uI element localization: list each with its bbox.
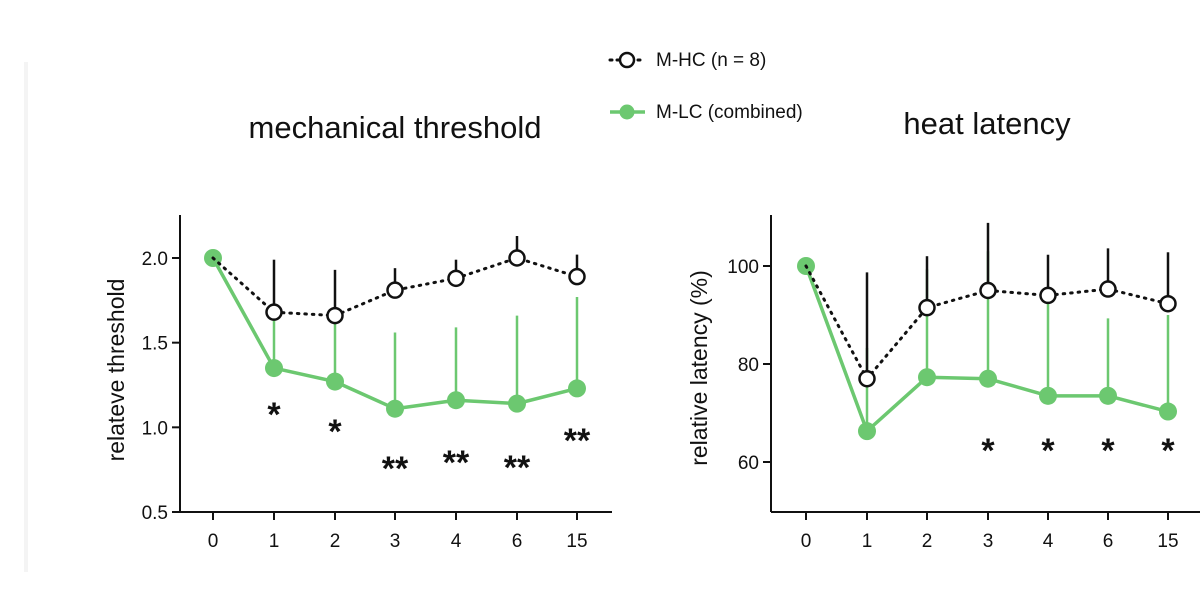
- chart1-significance-mark: **: [504, 449, 531, 487]
- chart1-mhc-point: [568, 267, 586, 286]
- chart2-xtick-label: 0: [801, 531, 812, 552]
- chart2-plot: 60 80 100 0 1 2 3 4 6 15 * * * *: [727, 215, 1200, 552]
- chart2-mlc-point: [1039, 386, 1057, 405]
- chart2-significance-mark: *: [1041, 432, 1055, 470]
- chart2-mlc-point: [979, 369, 997, 388]
- chart2-ytick-label: 100: [727, 257, 759, 278]
- chart1-plot: 0.51.01.52.00 1 2 3 4 6 15* *** ** ****: [142, 215, 612, 552]
- chart1-xtick-label: 0: [208, 531, 219, 552]
- chart1-mhc-point: [326, 306, 344, 325]
- chart1-significance-mark: *: [267, 396, 281, 434]
- chart1-mlc-point: [568, 379, 586, 398]
- chart2-xtick-label: 3: [983, 531, 994, 552]
- chart2-xtick-label: 6: [1103, 531, 1114, 552]
- chart2-mhc-point: [918, 298, 936, 317]
- chart2-significance-mark: *: [981, 432, 995, 470]
- chart1-significance-mark: **: [443, 444, 470, 482]
- chart2-mhc-point: [1099, 280, 1117, 298]
- chart2-ytick-label: 60: [738, 453, 759, 474]
- chart2-mhc-point: [979, 281, 997, 300]
- chart2-xtick-label: 1: [862, 531, 873, 552]
- chart1-xtick-label: 6: [512, 531, 523, 552]
- legend-mhc-label: M-HC (n = 8): [656, 50, 766, 71]
- chart2-mhc-point: [1159, 294, 1177, 313]
- chart1-title: mechanical threshold: [249, 110, 542, 145]
- chart1-xtick-label: 1: [269, 531, 280, 552]
- chart1-mhc-point: [386, 281, 404, 299]
- legend-mhc-marker: [618, 51, 636, 69]
- legend: M-HC (n = 8) M-LC (combined): [608, 50, 803, 123]
- legend-mlc-label: M-LC (combined): [656, 102, 803, 123]
- chart1-significance-mark: **: [382, 450, 409, 488]
- chart2-significance-mark: *: [1161, 432, 1175, 470]
- chart1-xtick-label: 3: [390, 531, 401, 552]
- chart1-significance-mark: **: [564, 422, 591, 460]
- chart1-ylabel: relateve threshold: [103, 279, 129, 462]
- chart2-xtick-label: 2: [922, 531, 933, 552]
- chart1-mhc-point: [508, 249, 526, 267]
- chart1-mhc-point: [265, 303, 283, 321]
- chart1-ytick-label: 1.0: [142, 418, 168, 439]
- chart1-mlc-point: [326, 372, 344, 391]
- chart2-xtick-label: 15: [1157, 531, 1178, 552]
- chart1-xtick-label: 2: [330, 531, 341, 552]
- chart1-mlc-point: [386, 399, 404, 418]
- chart2-mlc-point: [1099, 386, 1117, 405]
- chart1-ytick-label: 2.0: [142, 249, 168, 270]
- chart2-mlc-point: [918, 368, 936, 387]
- chart1-mlc-point: [265, 359, 283, 378]
- scan-border: [24, 62, 28, 572]
- chart1-xtick-label: 4: [451, 531, 462, 552]
- chart1-mhc-point: [447, 269, 465, 288]
- chart1-mlc-point: [447, 391, 465, 410]
- chart2-mlc-point: [1159, 402, 1177, 421]
- chart2-mlc-point: [858, 422, 876, 441]
- chart2-ylabel: relative latency (%): [686, 270, 712, 466]
- chart1-significance-mark: *: [328, 413, 342, 451]
- chart1-xtick-label: 15: [566, 531, 587, 552]
- chart2-mhc-point: [1039, 286, 1057, 305]
- chart2-mhc-point: [858, 369, 876, 388]
- chart2-title: heat latency: [903, 106, 1071, 141]
- legend-mlc-marker: [619, 104, 635, 120]
- chart1-ytick-label: 0.5: [142, 503, 168, 524]
- chart1-mlc-point: [508, 394, 526, 413]
- chart2-significance-mark: *: [1101, 432, 1115, 470]
- chart1-ytick-label: 1.5: [142, 334, 168, 355]
- chart2-ytick-label: 80: [738, 355, 759, 376]
- chart2-xtick-label: 4: [1043, 531, 1054, 552]
